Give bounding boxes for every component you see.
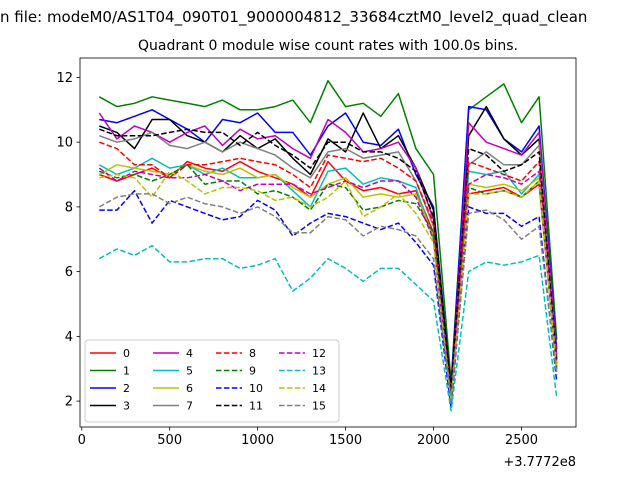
legend-box [84,339,340,423]
series-line-12 [98,167,558,402]
series-line-1 [98,79,558,383]
series-line-13 [98,244,558,412]
y-tick-label: 10 [56,136,73,151]
legend-label-8: 8 [249,347,256,360]
series-line-9 [99,164,558,399]
series-line-3 [99,105,558,393]
y-tick-label: 12 [56,71,73,86]
legend-label-3: 3 [123,400,130,413]
legend-label-6: 6 [186,382,193,395]
legend-label-10: 10 [249,382,263,395]
plot-frame [79,57,577,428]
series-line-15 [98,193,558,402]
legend-label-9: 9 [249,365,256,378]
series-line-11 [99,128,558,393]
series-line-10 [99,189,558,409]
y-tick-label: 6 [65,265,73,280]
y-tick-label: 4 [65,330,73,345]
x-tick-label: 2000 [417,433,450,448]
chart-title: Quadrant 0 module wise count rates with … [138,38,518,54]
legend-label-4: 4 [186,347,193,360]
x-axis: 0 500 1000 1500 2000 2500 [78,427,538,448]
legend-label-11: 11 [249,400,263,413]
series-line-7 [99,131,558,399]
legend-label-12: 12 [312,347,326,360]
legend-label-7: 7 [186,400,193,413]
legend-label-0: 0 [123,347,130,360]
x-offset-label: +3.7772e8 [503,455,576,470]
series-line-14 [99,170,558,402]
x-tick-label: 1500 [329,433,362,448]
legend-label-13: 13 [312,365,326,378]
figure-suptitle: n file: modeM0/AS1T04_090T01_9000004812_… [0,8,587,27]
legend-label-15: 15 [312,400,326,413]
x-tick-label: 0 [78,433,86,448]
x-tick-label: 2500 [505,433,538,448]
y-axis: 2 4 6 8 10 12 [56,71,80,410]
legend-label-1: 1 [123,365,130,378]
legend-label-2: 2 [123,382,130,395]
series-line-4 [98,112,558,399]
series-line-5 [98,157,558,406]
x-tick-label: 500 [157,433,182,448]
y-tick-label: 8 [65,200,73,215]
series-line-2 [99,105,558,389]
legend-label-14: 14 [312,382,326,395]
legend-label-5: 5 [186,365,193,378]
y-tick-label: 2 [65,395,73,410]
series-line-8 [99,141,558,396]
x-tick-label: 1000 [241,433,274,448]
